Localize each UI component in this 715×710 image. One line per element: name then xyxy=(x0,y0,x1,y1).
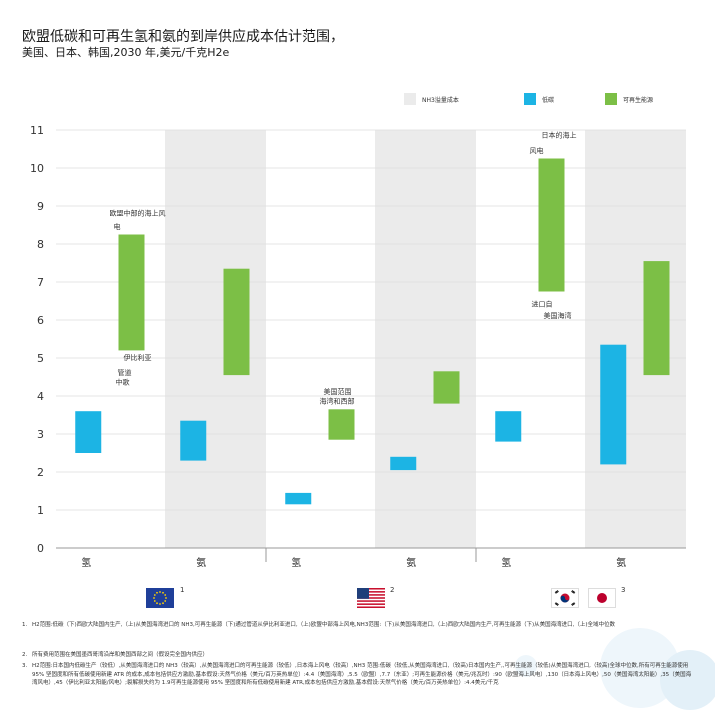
footnote-3: 3. H2范围:日本国内低碳生产（较低）,从美国海湾进口的 NH3（较高）,从美… xyxy=(22,662,692,688)
category-label: 氨 xyxy=(196,556,206,569)
shaded-column xyxy=(585,130,686,548)
chart-annotation: 风电 xyxy=(530,146,544,155)
chart-annotation: 管道 xyxy=(118,368,132,377)
kr-flag-icon xyxy=(551,588,579,608)
footnote-number: 3. xyxy=(22,663,28,669)
us-flag-icon xyxy=(357,588,385,608)
renewable-bar xyxy=(433,371,460,404)
category-label: 氢 xyxy=(291,556,301,569)
chart-annotation: 美国海湾 xyxy=(544,311,572,320)
y-tick-label: 3 xyxy=(37,428,44,441)
legend-item-shading: NH3溢量成本 xyxy=(404,92,459,106)
legend-label-low-carbon: 低碳 xyxy=(542,96,555,104)
category-label: 氢 xyxy=(81,556,91,569)
y-tick-label: 8 xyxy=(37,238,44,251)
footnote-text: 所有费用范围在美国墨西哥湾沿岸和美国西部之间（假设完全国内供应） xyxy=(32,652,209,658)
shaded-column xyxy=(165,130,266,548)
chart-annotation: 进口自 xyxy=(532,300,553,309)
low-carbon-bar xyxy=(495,411,522,442)
decorative-bubble xyxy=(515,655,537,677)
shaded-column xyxy=(375,130,476,548)
category-label: 氨 xyxy=(616,556,626,569)
category-label: 氨 xyxy=(406,556,416,569)
y-tick-label: 6 xyxy=(37,314,44,327)
footnote-number: 1. xyxy=(22,622,28,628)
y-tick-label: 7 xyxy=(37,276,44,289)
y-tick-label: 11 xyxy=(30,124,44,137)
legend-item-renewable: 可再生能源 xyxy=(605,92,653,106)
low-carbon-bar xyxy=(285,492,312,505)
y-tick-label: 1 xyxy=(37,504,44,517)
chart-subtitle: 美国、日本、韩国,2030 年,美元/千克H2e xyxy=(22,46,230,59)
low-carbon-bar xyxy=(390,456,417,471)
eu-flag-icon xyxy=(146,588,174,608)
category-label: 氢 xyxy=(501,556,511,569)
chart-annotation: 日本的海上 xyxy=(542,131,577,140)
low-carbon-bar xyxy=(75,411,102,453)
legend-swatch-shading xyxy=(404,93,416,105)
decorative-bubble xyxy=(660,650,715,710)
chart-annotation: 海湾和西部 xyxy=(320,397,355,406)
footnote-1: 1. H2范围:低碳（下)西欧大陆国内生产,（上)从美国海湾进口的 NH3,可再… xyxy=(22,621,692,630)
chart-annotation: 美国范围 xyxy=(324,387,352,396)
chart-annotation: 电 xyxy=(114,222,121,231)
low-carbon-bar xyxy=(600,344,627,465)
renewable-bar xyxy=(538,158,565,292)
renewable-bar xyxy=(223,268,250,376)
renewable-bar xyxy=(328,409,355,440)
footnote-number: 2. xyxy=(22,652,28,658)
y-tick-label: 2 xyxy=(37,466,44,479)
chart-title: 欧盟低碳和可再生氢和氨的到岸供应成本估计范围， xyxy=(22,29,344,45)
legend-swatch-low-carbon xyxy=(524,93,536,105)
jp-flag-icon xyxy=(588,588,616,608)
legend-swatch-renewable xyxy=(605,93,617,105)
y-tick-label: 9 xyxy=(37,200,44,213)
y-tick-label: 0 xyxy=(37,542,44,555)
legend-item-low-carbon: 低碳 xyxy=(524,92,554,106)
y-tick-label: 4 xyxy=(37,390,44,403)
chart-annotation: 中歌 xyxy=(116,378,130,387)
y-tick-label: 5 xyxy=(37,352,44,365)
flag-label-eu: 1 xyxy=(180,586,185,594)
footnote-2: 2. 所有费用范围在美国墨西哥湾沿岸和美国西部之间（假设完全国内供应） xyxy=(22,651,692,660)
low-carbon-bar xyxy=(180,420,207,461)
renewable-bar xyxy=(118,234,145,351)
footnote-text: H2范围:日本国内低碳生产（较低）,从美国海湾进口的 NH3（较高）,从美国海湾… xyxy=(32,663,692,687)
chart-annotation: 伊比利亚 xyxy=(124,353,152,362)
footnote-text: H2范围:低碳（下)西欧大陆国内生产,（上)从美国海湾进口的 NH3,可再生能源… xyxy=(32,622,615,628)
renewable-bar xyxy=(643,261,670,376)
flag-label-jp: 3 xyxy=(621,586,626,594)
legend-label-renewable: 可再生能源 xyxy=(623,96,654,104)
y-tick-label: 10 xyxy=(30,162,44,175)
flag-label-us: 2 xyxy=(390,586,395,594)
legend-label-shading: NH3溢量成本 xyxy=(422,96,459,104)
chart-annotation: 欧盟中部的海上风 xyxy=(110,209,166,218)
